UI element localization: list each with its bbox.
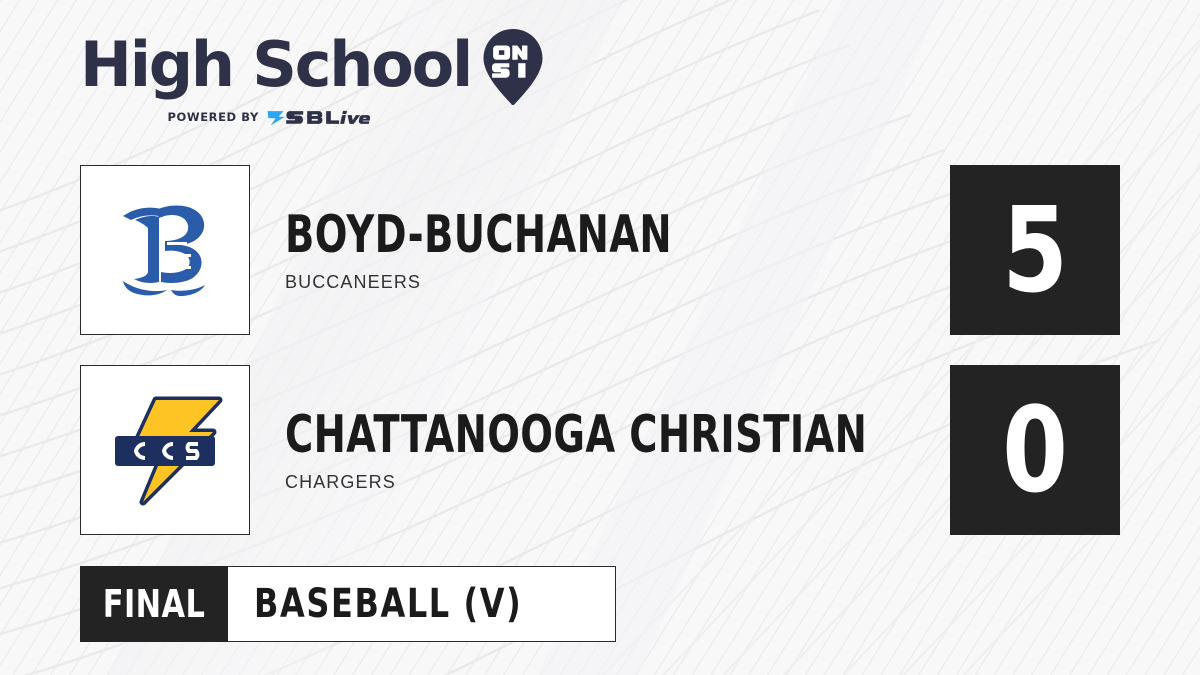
team-mascot: CHARGERS (285, 472, 396, 492)
team-row: BOYD-BUCHANAN BUCCANEERS 5 (80, 165, 1120, 335)
sblive-logo-icon (267, 110, 371, 125)
team-logo-box (80, 165, 250, 335)
team-name: CHATTANOOGA CHRISTIAN (285, 405, 868, 465)
game-status-bar: FINAL BASEBALL (V) (80, 566, 617, 642)
status-state-label: FINAL (102, 582, 206, 626)
powered-by-label: POWERED BY (167, 110, 259, 124)
sport-label-box: BASEBALL (V) (228, 566, 617, 642)
team-score: 5 (1002, 181, 1068, 319)
team-text-block: BOYD-BUCHANAN BUCCANEERS (285, 165, 808, 335)
chattanooga-christian-ccs-bolt-logo-icon (115, 396, 223, 506)
brand-header: High School POWERED BY (80, 28, 550, 138)
team-logo-box (80, 365, 250, 535)
team-score-box: 5 (950, 165, 1120, 335)
team-score-box: 0 (950, 365, 1120, 535)
brand-title-row: High School (80, 28, 550, 105)
powered-by-row: POWERED BY (80, 106, 458, 128)
boyd-buchanan-b-logo-icon (123, 205, 205, 296)
sport-label: BASEBALL (V) (254, 581, 523, 627)
team-mascot: BUCCANEERS (285, 272, 422, 292)
sblive-lockup (266, 108, 371, 127)
team-name: BOYD-BUCHANAN (285, 205, 672, 265)
team-score: 0 (1002, 381, 1068, 519)
on-si-pin-icon (483, 29, 543, 105)
team-row: CHATTANOOGA CHRISTIAN CHARGERS 0 (80, 365, 1120, 535)
page-title: High School (80, 28, 473, 101)
status-badge: FINAL (80, 566, 228, 642)
team-text-block: CHATTANOOGA CHRISTIAN CHARGERS (285, 365, 1072, 535)
